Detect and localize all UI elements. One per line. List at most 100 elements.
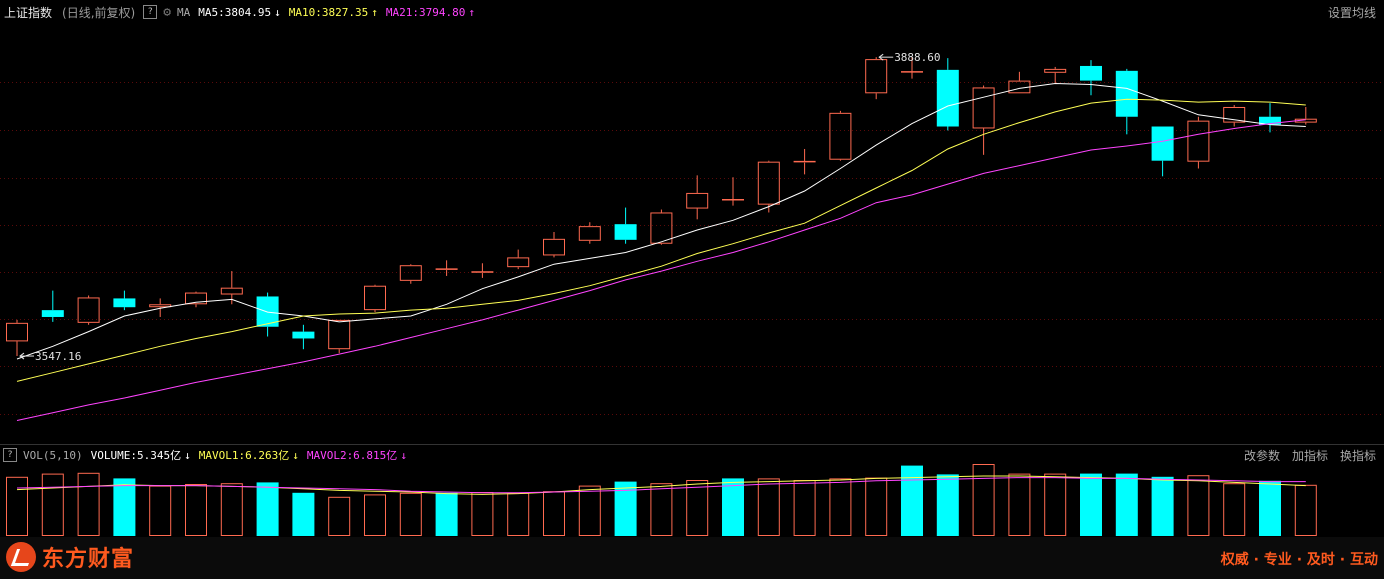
candle-22	[793, 148, 816, 175]
candle-27	[972, 85, 995, 155]
volume-bar-2	[77, 472, 100, 537]
candle-body	[829, 112, 852, 160]
high-price-label: 3888.60	[894, 51, 940, 64]
candle-13	[471, 263, 494, 278]
candle-25	[901, 57, 923, 79]
volume-bar-17	[614, 481, 637, 536]
candle-body	[399, 265, 422, 281]
volume-bar-3	[113, 478, 136, 536]
candle-body	[77, 297, 100, 323]
volume-bar-20	[722, 478, 744, 536]
candle-body	[41, 310, 64, 317]
footer-brand: 东方财富 权威 · 专业 · 及时 · 互动	[0, 537, 1384, 579]
change-params-link[interactable]: 改参数	[1243, 448, 1280, 463]
volume-bar-32	[1151, 476, 1174, 536]
candle-5	[185, 291, 207, 308]
candle-body	[865, 59, 888, 94]
candle-0	[6, 319, 28, 357]
volume-bar-35	[1259, 480, 1281, 536]
volume-bar-13	[471, 492, 494, 536]
volume-value: VOLUME:5.345亿	[90, 449, 182, 462]
ma-lines	[16, 82, 1306, 421]
candle-36	[1294, 106, 1317, 125]
price-annotations: 3888.60 3547.16	[19, 51, 941, 363]
volume-indicator-name[interactable]: VOL(5,10)	[23, 448, 83, 462]
volume-bar-4	[149, 485, 172, 537]
candle-body	[149, 304, 172, 308]
ma10-line	[16, 98, 1306, 382]
candle-body	[543, 238, 565, 256]
candle-16	[578, 222, 601, 244]
candle-body	[578, 226, 601, 241]
volume-bar-27	[972, 464, 995, 536]
candle-15	[543, 232, 565, 258]
candle-3	[113, 290, 136, 311]
candle-body	[507, 257, 530, 268]
candle-8	[292, 324, 315, 350]
candle-body	[650, 212, 673, 244]
candle-body	[757, 161, 780, 205]
candle-9	[328, 319, 351, 354]
candle-14	[507, 249, 530, 270]
index-title: 上证指数	[4, 5, 53, 20]
volume-bar-12	[435, 492, 458, 536]
mavol2-line	[16, 477, 1306, 494]
volume-bar-36	[1294, 484, 1317, 536]
volume-bar-22	[793, 480, 816, 536]
volume-bar-9	[328, 496, 351, 536]
ma-settings-link[interactable]: 设置均线	[1327, 5, 1376, 20]
volume-header-links: 改参数 加指标 换指标	[1244, 447, 1376, 464]
candle-body	[1151, 126, 1174, 161]
volume-chart[interactable]	[0, 464, 1384, 537]
help-button[interactable]: ?	[143, 5, 158, 19]
candle-body	[936, 69, 959, 127]
candle-body	[1115, 70, 1138, 117]
candle-32	[1151, 126, 1174, 177]
candle-7	[256, 292, 279, 337]
candle-34	[1223, 105, 1246, 127]
logo-text: 东方财富	[42, 547, 135, 572]
add-indicator-link[interactable]: 加指标	[1291, 448, 1328, 463]
ma10-value: MA10:3827.35	[288, 5, 369, 19]
volume-bar-1	[41, 473, 64, 537]
candle-body	[1223, 106, 1246, 123]
price-header-links: 设置均线	[1328, 4, 1376, 21]
candle-body	[6, 322, 28, 342]
volume-bar-19	[686, 480, 709, 536]
candle-body	[1187, 120, 1210, 162]
gear-icon[interactable]: ⚙	[163, 4, 172, 20]
candle-17	[614, 207, 637, 244]
period-label[interactable]: (日线,前复权)	[62, 5, 136, 20]
volume-bar-23	[829, 478, 852, 536]
ma21-arrow-icon: ↑	[468, 5, 475, 19]
low-arrow-icon	[19, 352, 25, 360]
ma5-line	[16, 82, 1306, 360]
volume-bar-15	[543, 491, 565, 536]
volume-bar-7	[256, 482, 279, 536]
volume-bar-8	[292, 492, 315, 536]
volume-ma-lines	[16, 475, 1306, 495]
ma21-line	[16, 119, 1306, 421]
volume-bar-28	[1008, 473, 1031, 537]
candle-body	[292, 331, 315, 339]
switch-indicator-link[interactable]: 换指标	[1339, 448, 1376, 463]
volume-bar-31	[1115, 473, 1138, 536]
volume-bar-34	[1223, 483, 1246, 536]
volume-bar-16	[578, 485, 601, 537]
candle-1	[41, 290, 64, 322]
candle-24	[865, 57, 888, 100]
candle-body	[364, 285, 386, 311]
volume-bar-33	[1187, 475, 1210, 536]
candle-31	[1115, 68, 1138, 135]
candlestick-chart[interactable]: 3888.60 3547.16	[0, 22, 1384, 442]
candle-21	[757, 160, 780, 213]
candle-26	[936, 58, 959, 131]
volume-bar-11	[399, 492, 422, 536]
logo: 东方财富	[6, 541, 134, 573]
ma-indicator-name[interactable]: MA	[177, 5, 191, 19]
volume-bar-25	[901, 465, 923, 536]
volume-bar-14	[507, 492, 530, 536]
volume-help-button[interactable]: ?	[3, 448, 17, 462]
candle-body	[972, 87, 995, 129]
candle-body	[614, 224, 637, 240]
